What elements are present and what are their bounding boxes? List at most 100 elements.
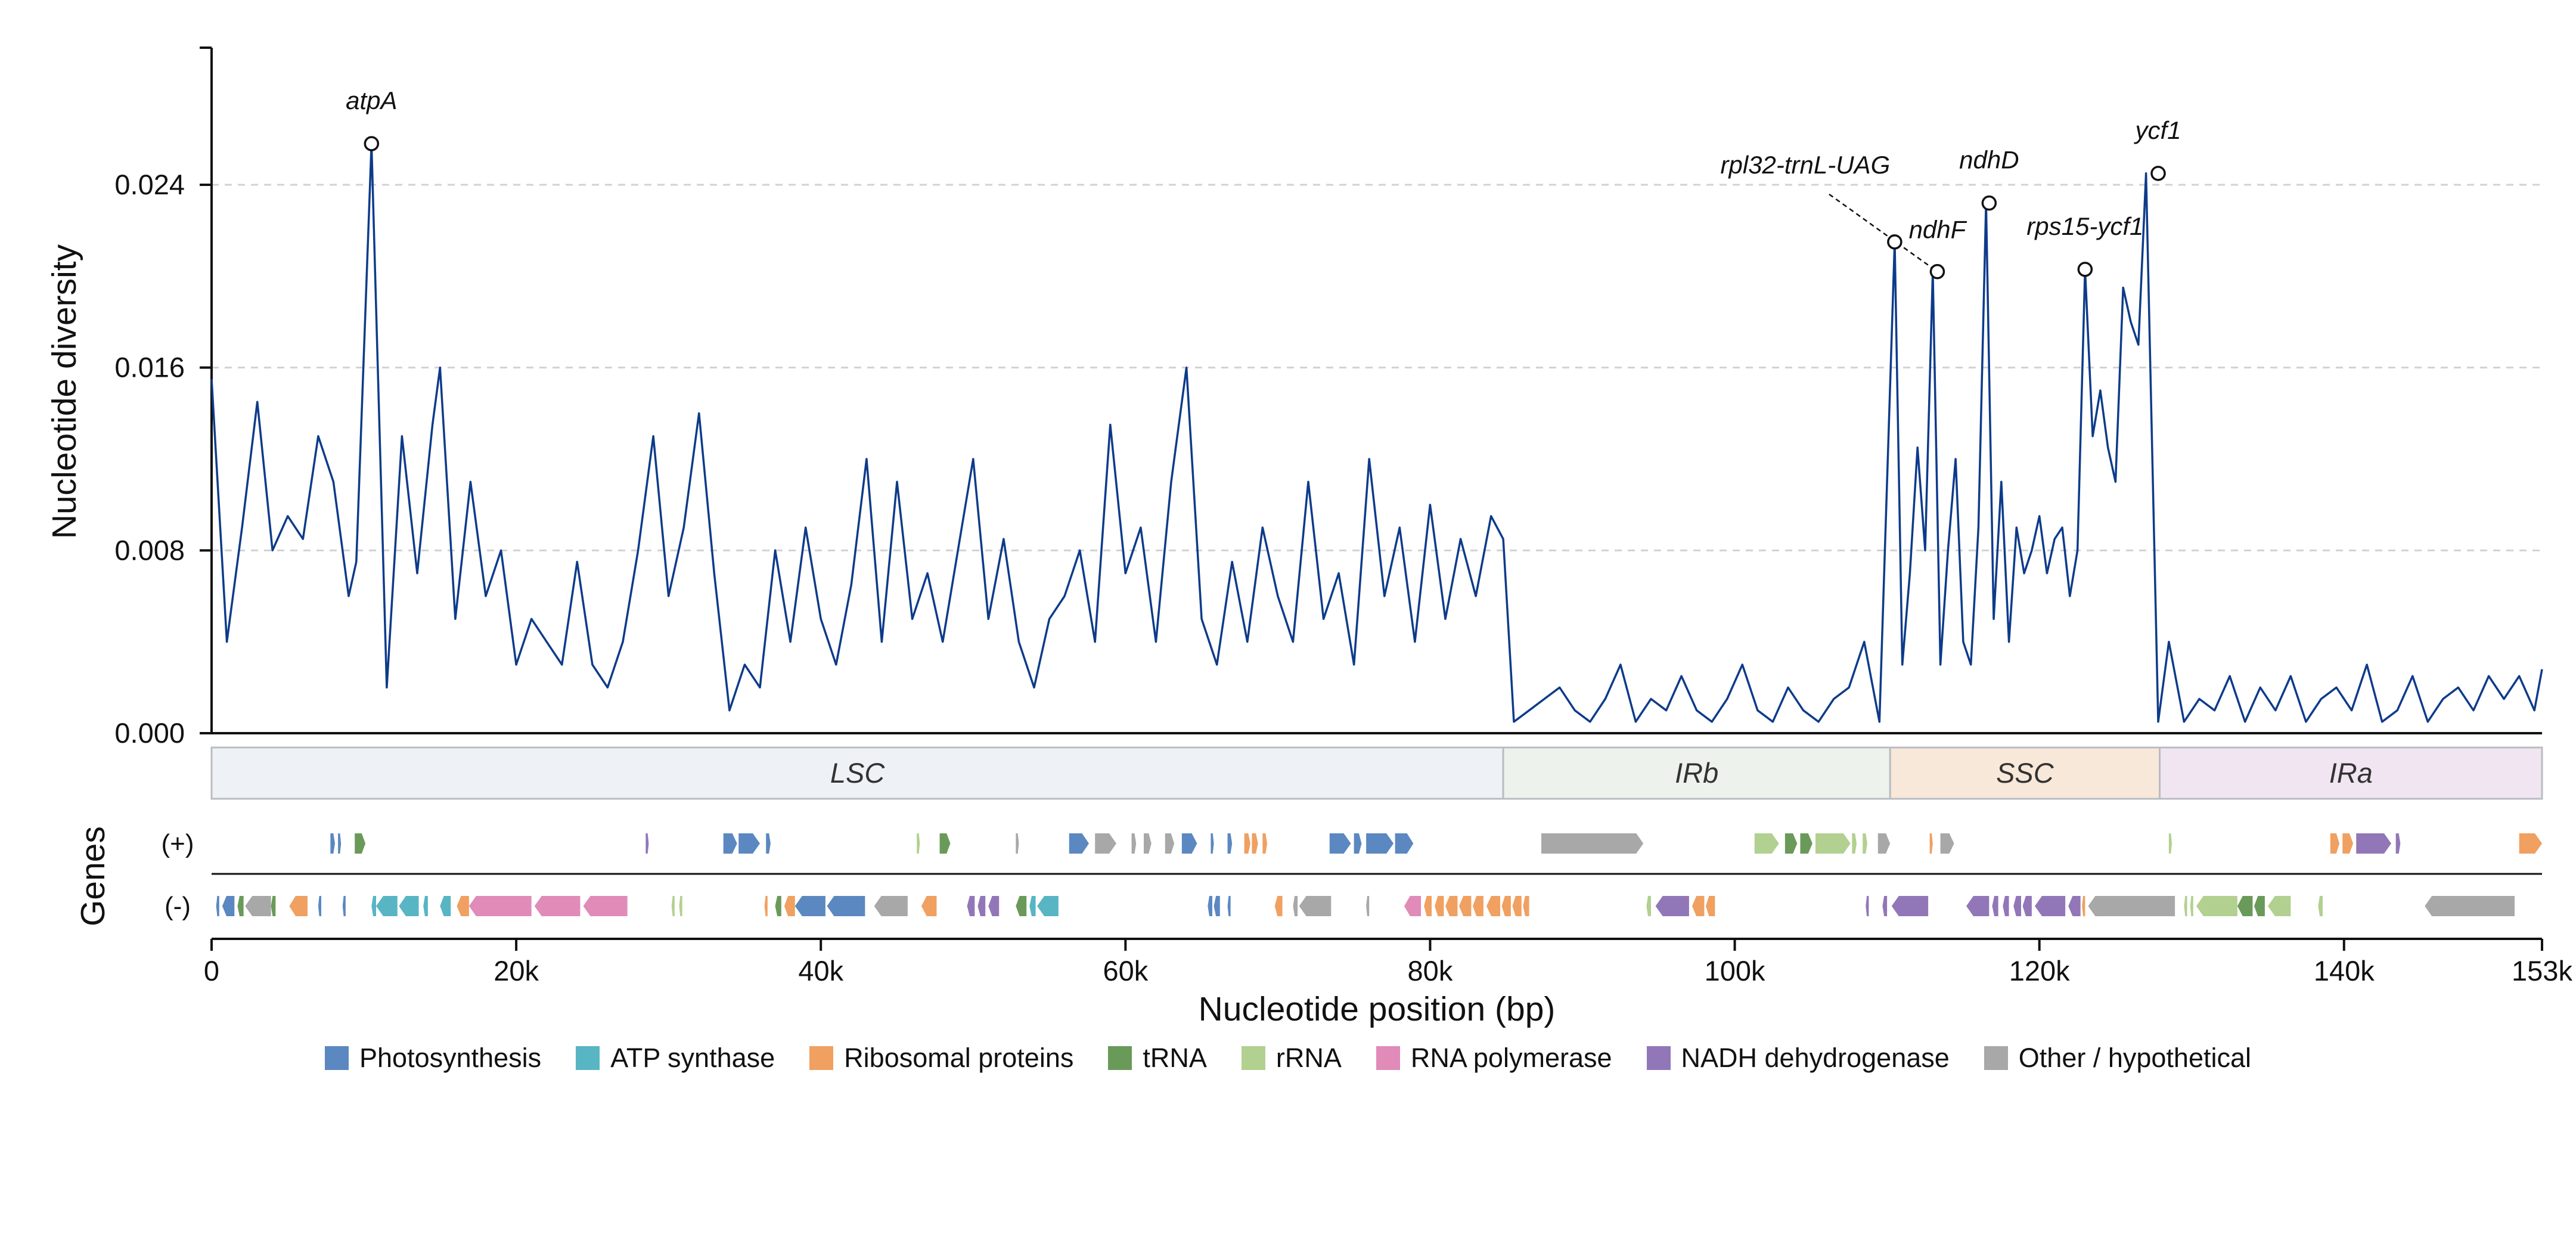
gene-plus [1940, 833, 1954, 854]
gene-minus [1891, 896, 1929, 916]
minus-strand-label: (-) [165, 892, 191, 921]
peak-marker [1887, 234, 1902, 250]
gene-plus [723, 833, 737, 854]
x-tick-label: 153k [2512, 955, 2572, 987]
gene-minus [1882, 896, 1888, 916]
gene-minus [2068, 896, 2081, 916]
gene-plus [1181, 833, 1197, 854]
gene-minus [1473, 896, 1483, 916]
gene-minus [1029, 896, 1036, 916]
gene-minus [784, 896, 795, 916]
gene-plus [1784, 833, 1798, 854]
gene-minus [2190, 896, 2193, 916]
gene-minus [2082, 896, 2085, 916]
gene-minus [289, 896, 308, 916]
legend-swatch [325, 1046, 349, 1070]
gene-minus [222, 896, 235, 916]
gene-plus [1262, 833, 1267, 854]
legend-label: Ribosomal proteins [844, 1043, 1074, 1073]
gene-plus [2168, 833, 2172, 854]
genes-track-title: Genes [74, 826, 112, 926]
gene-minus [827, 896, 865, 916]
x-axis-title: Nucleotide position (bp) [1199, 990, 1556, 1028]
legend-item: tRNA [1108, 1043, 1207, 1074]
gene-minus [921, 896, 937, 916]
region-label: LSC [830, 757, 885, 789]
gene-minus [245, 896, 271, 916]
gene-plus [1069, 833, 1089, 854]
gene-minus [2088, 896, 2175, 916]
gene-plus [1131, 833, 1137, 854]
gene-track [216, 833, 2542, 916]
gene-minus [2196, 896, 2237, 916]
gene-minus [2425, 896, 2515, 916]
peak-marker [2077, 262, 2093, 277]
legend-label: NADH dehydrogenase [1681, 1043, 1950, 1073]
gene-minus [1966, 896, 1990, 916]
gene-minus [1299, 896, 1332, 916]
gene-minus [2268, 896, 2291, 916]
peak-marker [364, 136, 380, 151]
gene-minus [1435, 896, 1444, 916]
gene-minus [988, 896, 1000, 916]
gene-plus [1395, 833, 1414, 854]
x-tick-label: 60k [1103, 955, 1148, 987]
gene-minus [440, 896, 451, 916]
peak-leader-line [1829, 193, 1938, 272]
gene-minus [1655, 896, 1689, 916]
gene-minus [679, 896, 682, 916]
x-tick-label: 140k [2314, 955, 2375, 987]
gene-minus [457, 896, 469, 916]
gene-plus [1227, 833, 1233, 854]
x-tick-label: 0 [204, 955, 219, 987]
legend-swatch [1108, 1046, 1132, 1070]
region-ssc [1889, 746, 2161, 800]
gene-minus [794, 896, 825, 916]
y-tick-label: 0.016 [114, 352, 185, 383]
legend-swatch [1984, 1046, 2008, 1070]
gene-minus [2003, 896, 2009, 916]
gene-minus [1424, 896, 1432, 916]
peak-label: rpl32-trnL-UAG [1721, 151, 1891, 179]
x-tick-label: 120k [2009, 955, 2070, 987]
legend-swatch [809, 1046, 834, 1070]
gene-minus [1274, 896, 1283, 916]
gene-minus [1366, 896, 1370, 916]
gene-minus [671, 896, 675, 916]
gene-plus [645, 833, 649, 854]
gene-minus [2184, 896, 2187, 916]
gene-plus [1800, 833, 1812, 854]
gene-plus [2342, 833, 2354, 854]
gene-plus [738, 833, 760, 854]
gene-minus [2254, 896, 2265, 916]
gene-minus [1213, 896, 1220, 916]
gene-plus [1144, 833, 1152, 854]
gene-plus [1244, 833, 1250, 854]
gene-plus [1877, 833, 1891, 854]
gene-plus [1863, 833, 1867, 854]
gene-minus [1459, 896, 1472, 916]
gene-plus [1211, 833, 1214, 854]
peak-label: rps15-ycf1 [2026, 212, 2143, 240]
region-label: IRa [2329, 757, 2373, 789]
gene-minus [2035, 896, 2066, 916]
y-tick-label: 0.024 [114, 169, 185, 200]
gridlines [212, 184, 2542, 551]
gene-minus [216, 896, 219, 916]
gene-minus [764, 896, 768, 916]
gene-minus [967, 896, 975, 916]
peak-annotations: atpA rpl32-trnL-UAG ndhF ndhD rps15-ycf1 ycf1 [346, 86, 2181, 280]
gene-minus [237, 896, 244, 916]
gene-plus [917, 833, 920, 854]
gene-plus [1541, 833, 1644, 854]
gene-minus [874, 896, 908, 916]
gene-minus [1992, 896, 1998, 916]
region-label: IRb [1675, 757, 1718, 789]
region-track: LSC IRb SSC IRa [210, 746, 2543, 800]
gene-plus [939, 833, 951, 854]
region-ira [2159, 746, 2543, 800]
legend-item: Ribosomal proteins [809, 1043, 1073, 1074]
gene-plus [2395, 833, 2401, 854]
chart: LSC IRb SSC IRa 0.000 0.008 0.016 0.024 0 20k 40k… [45, 46, 2572, 1028]
axes: 0.000 0.008 0.016 0.024 0 20k 40k 60k 80k 100k 120… [114, 46, 2572, 987]
